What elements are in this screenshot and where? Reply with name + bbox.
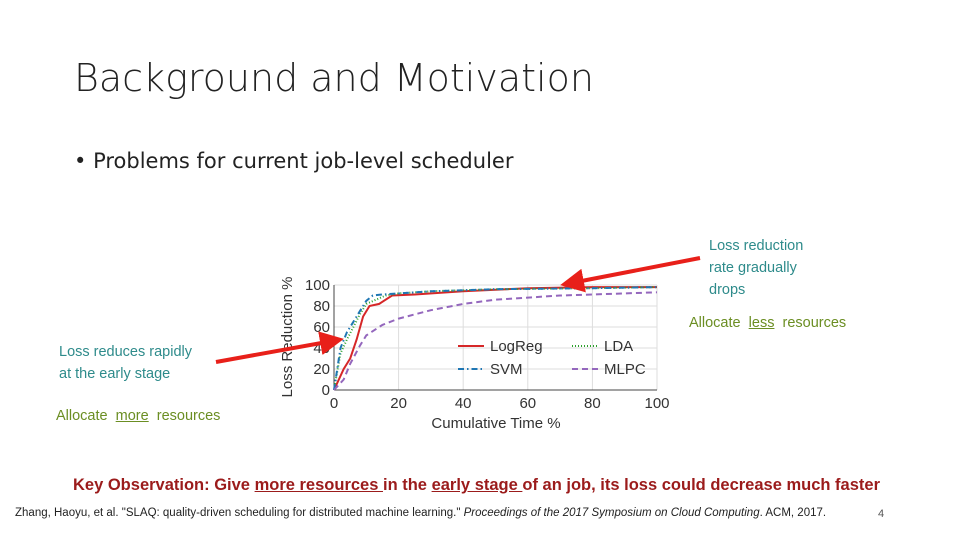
- x-tick-label-1: 20: [390, 395, 407, 412]
- page-number: 4: [878, 508, 885, 520]
- y-tick-label-1: 20: [313, 361, 330, 378]
- chart-legend: LogReg LDA SVM MLPC: [458, 338, 646, 378]
- key-part2: in the: [382, 476, 432, 494]
- y-tick-label-4: 80: [313, 298, 330, 315]
- arrow-right-to-plateau: [560, 256, 701, 293]
- allocate-less-post: resources: [774, 315, 847, 331]
- allocate-less-pre: Allocate: [689, 315, 749, 331]
- y-tick-label-0: 0: [322, 382, 330, 399]
- annotation-right: Loss reduction rate gradually drops: [709, 235, 803, 301]
- x-tick-label-4: 80: [584, 395, 601, 412]
- key-part1: Key Observation: Give: [73, 476, 255, 494]
- x-axis-label: Cumulative Time %: [431, 415, 560, 432]
- legend-label-lda: LDA: [604, 338, 633, 355]
- allocate-more-emphasis: more: [115, 408, 149, 424]
- annotation-right-line1: Loss reduction: [709, 238, 804, 254]
- citation-plain: Zhang, Haoyu, et al. "SLAQ: quality-driv…: [15, 507, 464, 519]
- allocate-more-post: resources: [148, 408, 221, 424]
- citation: Zhang, Haoyu, et al. "SLAQ: quality-driv…: [15, 507, 826, 519]
- y-tick-label-5: 100: [305, 277, 330, 294]
- arrow-left-to-early-stage: [215, 331, 344, 364]
- allocate-less-label: Allocate less resources: [689, 312, 846, 334]
- citation-venue: Proceedings of the 2017 Symposium on Clo…: [463, 507, 760, 519]
- bullet-text: Problems for current job-level scheduler: [93, 149, 514, 173]
- legend-label-logreg: LogReg: [490, 338, 543, 355]
- legend-label-mlpc: MLPC: [604, 361, 646, 378]
- x-tick-label-0: 0: [330, 395, 338, 412]
- allocate-more-label: Allocate more resources: [56, 405, 220, 427]
- annotation-left-line2: at the early stage: [59, 366, 171, 382]
- key-observation: Key Observation: Give more resources in …: [73, 475, 913, 495]
- annotation-left: Loss reduces rapidly at the early stage: [59, 341, 192, 385]
- allocate-more-pre: Allocate: [56, 408, 116, 424]
- slide-title: Background and Motivation: [74, 56, 594, 100]
- series-line-mlpc: [333, 291, 658, 391]
- allocate-less-emphasis: less: [748, 315, 775, 331]
- y-axis-label: Loss Reduction %: [279, 277, 296, 398]
- x-tick-label-5: 100: [644, 395, 669, 412]
- key-part3: of an job, its loss could decrease much …: [522, 476, 880, 494]
- annotation-right-line2: rate gradually: [709, 260, 797, 276]
- annotation-left-line1: Loss reduces rapidly: [59, 344, 192, 360]
- x-tick-label-3: 60: [519, 395, 536, 412]
- series-line-svm: [333, 286, 658, 391]
- annotation-right-line3: drops: [709, 282, 746, 298]
- key-emphasis-early-stage: early stage: [431, 476, 523, 494]
- legend-label-svm: SVM: [490, 361, 523, 378]
- x-tick-label-2: 40: [455, 395, 472, 412]
- bullet-problems: • Problems for current job-level schedul…: [74, 149, 514, 173]
- chart-series: [333, 286, 658, 391]
- key-emphasis-resources: more resources: [254, 476, 383, 494]
- citation-end: . ACM, 2017.: [759, 507, 827, 519]
